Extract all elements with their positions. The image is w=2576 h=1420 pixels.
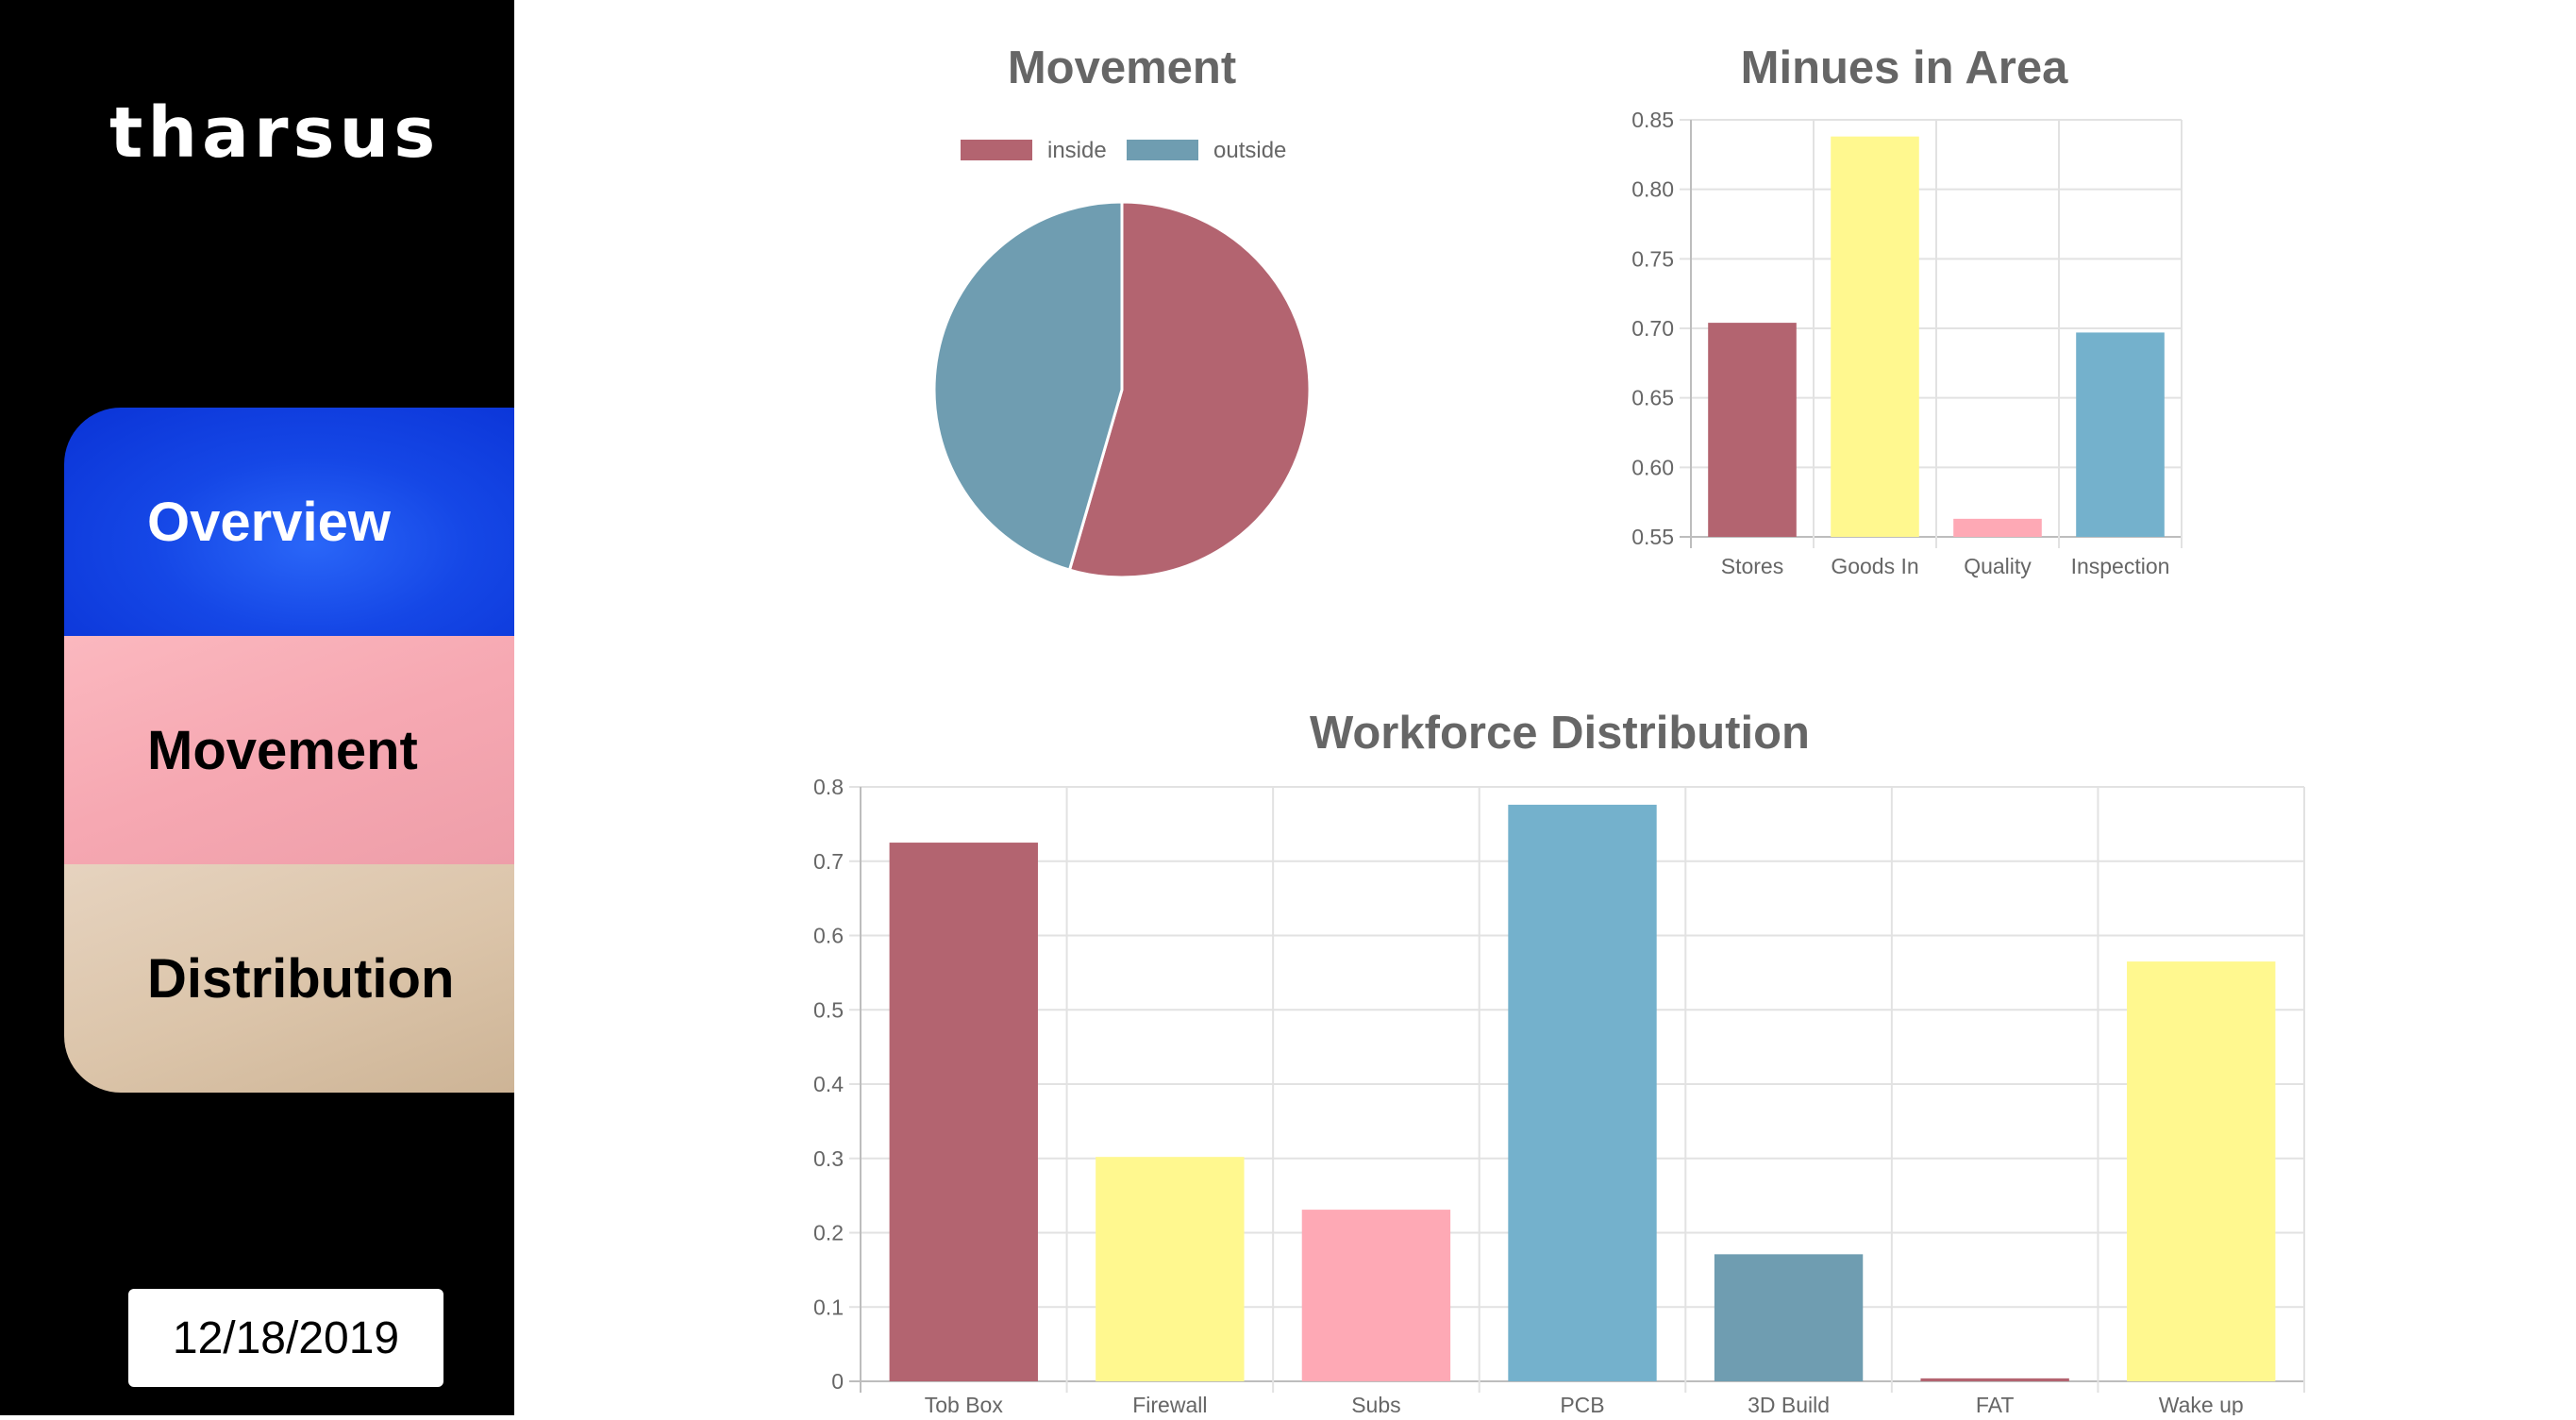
legend-label-outside[interactable]: outside <box>1213 138 1286 163</box>
dashboard-main: Movement inside outside Minues in Area 0… <box>514 0 2576 1417</box>
y-tick-label: 0.70 <box>1631 316 1674 341</box>
legend-swatch-inside[interactable] <box>961 140 1032 160</box>
y-tick-label: 0.6 <box>813 924 844 948</box>
x-tick-label: Subs <box>1351 1393 1400 1415</box>
legend-swatch-outside[interactable] <box>1127 140 1198 160</box>
x-tick-label: PCB <box>1560 1393 1604 1415</box>
bar-firewall[interactable] <box>1096 1157 1245 1381</box>
bar-tob-box[interactable] <box>889 843 1038 1381</box>
x-tick-label: 3D Build <box>1748 1393 1830 1415</box>
sidebar: tharsus Overview Movement Distribution 1… <box>0 0 514 1415</box>
x-tick-label: Inspection <box>2071 554 2170 578</box>
tharsus-logo: tharsus <box>109 92 441 174</box>
y-tick-label: 0.75 <box>1631 246 1674 271</box>
charts-canvas: Movement inside outside Minues in Area 0… <box>813 42 2305 1417</box>
bar-wake-up[interactable] <box>2127 961 2276 1381</box>
minutes-in-area-chart: Minues in Area 0.85 0.80 0.75 0.70 0.65 0.60 0… <box>1631 42 2183 578</box>
y-tick-label: 0.5 <box>813 997 844 1022</box>
nav-movement[interactable]: Movement <box>64 636 514 864</box>
y-tick-label: 0.60 <box>1631 455 1674 479</box>
minutes-chart-title: Minues in Area <box>1741 42 2068 93</box>
bar-inspection[interactable] <box>2076 332 2165 537</box>
workforce-chart-title: Workforce Distribution <box>1310 708 1810 759</box>
bar-goods-in[interactable] <box>1831 136 1919 537</box>
date-display: 12/18/2019 <box>128 1289 443 1387</box>
y-tick-label: 0.4 <box>813 1072 844 1096</box>
x-tick-label: Wake up <box>2159 1393 2244 1415</box>
movement-chart: Movement inside outside <box>932 42 1312 579</box>
y-tick-label: 0.7 <box>813 849 844 874</box>
x-tick-label: Quality <box>1964 554 2032 578</box>
x-tick-label: FAT <box>1976 1393 2014 1415</box>
bar-fat[interactable] <box>1920 1378 2069 1381</box>
y-tick-label: 0.1 <box>813 1295 844 1319</box>
y-tick-label: 0.80 <box>1631 177 1674 202</box>
movement-chart-title: Movement <box>1008 42 1236 93</box>
pie-slice-outside[interactable] <box>932 200 1124 572</box>
pie-slice-inside[interactable] <box>1067 200 1312 579</box>
bar-quality[interactable] <box>1953 518 2042 537</box>
workforce-distribution-chart: Workforce Distribution 0.8 0.7 0.6 0.5 0.4 0.… <box>813 708 2305 1417</box>
y-tick-label: 0.85 <box>1631 108 1674 132</box>
bar-stores[interactable] <box>1708 323 1797 537</box>
x-tick-label: Stores <box>1721 554 1783 578</box>
nav-overview[interactable]: Overview <box>64 408 514 636</box>
y-tick-label: 0.3 <box>813 1146 844 1171</box>
x-tick-label: Goods In <box>1831 554 1918 578</box>
bar-subs[interactable] <box>1301 1210 1451 1381</box>
y-tick-label: 0.55 <box>1631 525 1674 549</box>
x-tick-label: Firewall <box>1132 1393 1207 1415</box>
y-tick-label: 0 <box>831 1369 844 1394</box>
nav-distribution[interactable]: Distribution <box>64 864 514 1093</box>
x-tick-label: Tob Box <box>925 1393 1004 1415</box>
legend-label-inside[interactable]: inside <box>1047 138 1107 163</box>
y-tick-label: 0.2 <box>813 1221 844 1245</box>
bar-pcb[interactable] <box>1508 804 1657 1381</box>
y-tick-label: 0.8 <box>813 775 844 799</box>
y-tick-label: 0.65 <box>1631 386 1674 410</box>
bar-3d-build[interactable] <box>1714 1254 1864 1381</box>
